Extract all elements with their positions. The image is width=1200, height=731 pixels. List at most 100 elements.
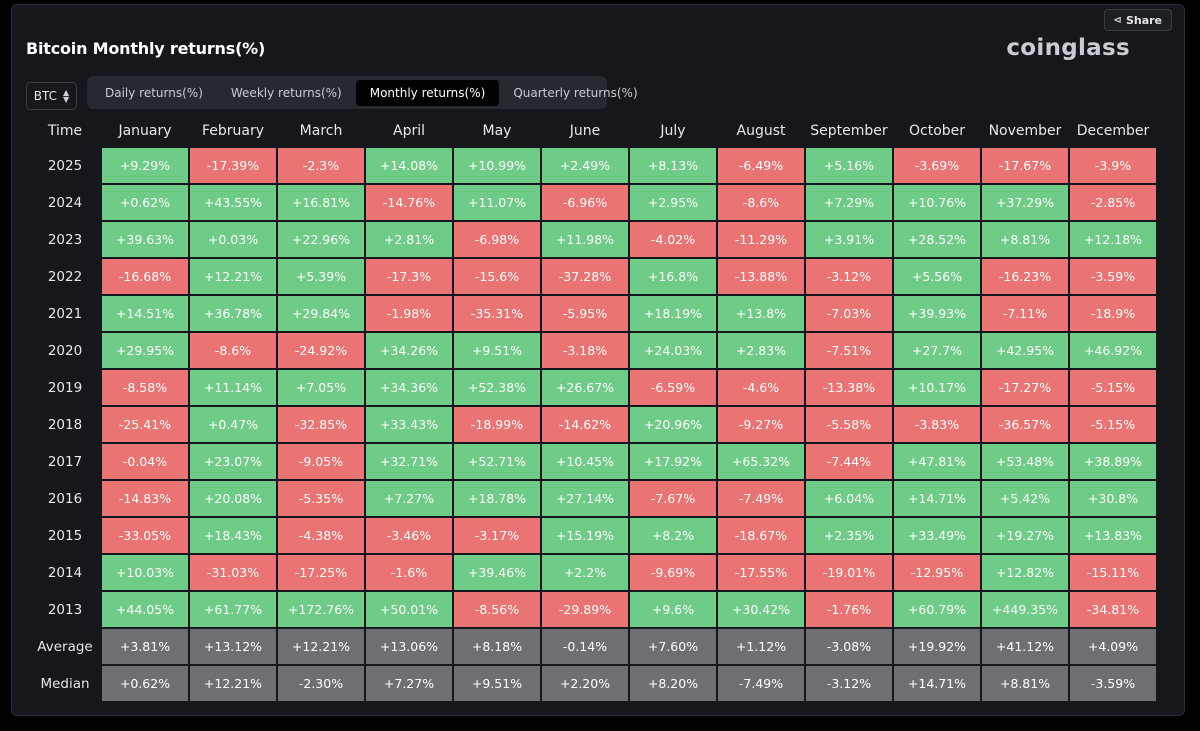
- return-cell: -3.08%: [806, 629, 892, 664]
- return-cell: +2.35%: [806, 518, 892, 553]
- column-header-august: August: [736, 123, 786, 139]
- return-cell: +4.09%: [1070, 629, 1156, 664]
- return-cell: -3.12%: [806, 259, 892, 294]
- tab-quarterly-returns[interactable]: Quarterly returns(%): [513, 85, 638, 100]
- return-cell: +61.77%: [190, 592, 276, 627]
- year-row-2017: 2017 -0.04% +23.07% -9.05% +32.71% +52.71% +10…: [30, 444, 1156, 479]
- return-cell: +37.29%: [982, 185, 1068, 220]
- column-header-april: April: [393, 123, 425, 139]
- symbol-select[interactable]: BTC ▲ ▼: [26, 82, 77, 110]
- return-cell: +18.19%: [630, 296, 716, 331]
- return-cell: +11.14%: [190, 370, 276, 405]
- return-cell: -7.49%: [718, 666, 804, 701]
- return-cell: +7.27%: [366, 666, 452, 701]
- return-cell: -15.6%: [454, 259, 540, 294]
- return-cell: +30.42%: [718, 592, 804, 627]
- return-cell: +2.83%: [718, 333, 804, 368]
- tab-monthly-returns[interactable]: Monthly returns(%): [355, 79, 500, 106]
- return-cell: +5.39%: [278, 259, 364, 294]
- share-icon: ⊲: [1113, 14, 1122, 26]
- return-cell: +28.52%: [894, 222, 980, 257]
- return-cell: +11.98%: [542, 222, 628, 257]
- return-cell: -6.49%: [718, 148, 804, 183]
- row-label: 2024: [47, 194, 83, 211]
- return-cell: -33.05%: [102, 518, 188, 553]
- column-header-may: May: [482, 123, 512, 139]
- updown-chevron-icon: ▲ ▼: [63, 88, 70, 104]
- return-cell: -3.18%: [542, 333, 628, 368]
- return-cell: +7.05%: [278, 370, 364, 405]
- return-cell: -35.31%: [454, 296, 540, 331]
- return-cell: -7.03%: [806, 296, 892, 331]
- return-cell: -5.95%: [542, 296, 628, 331]
- column-header-october: October: [908, 123, 966, 139]
- return-cell: +449.35%: [982, 592, 1068, 627]
- return-cell: +32.71%: [366, 444, 452, 479]
- column-header-time: Time: [47, 123, 83, 139]
- row-label: 2023: [47, 231, 83, 248]
- return-cell: -11.29%: [718, 222, 804, 257]
- return-cell: +5.56%: [894, 259, 980, 294]
- return-cell: -19.01%: [806, 555, 892, 590]
- column-header-january: January: [118, 123, 172, 139]
- return-cell: +5.42%: [982, 481, 1068, 516]
- tab-daily-returns[interactable]: Daily returns(%): [105, 85, 203, 100]
- return-cell: -3.59%: [1070, 666, 1156, 701]
- return-cell: -14.76%: [366, 185, 452, 220]
- return-cell: -0.04%: [102, 444, 188, 479]
- row-label: 2016: [47, 490, 83, 507]
- column-header-december: December: [1076, 123, 1150, 139]
- symbol-value: BTC: [33, 89, 58, 103]
- return-cell: +26.67%: [542, 370, 628, 405]
- return-cell: -25.41%: [102, 407, 188, 442]
- return-cell: -3.83%: [894, 407, 980, 442]
- return-cell: -17.39%: [190, 148, 276, 183]
- return-cell: +46.92%: [1070, 333, 1156, 368]
- summary-row-median: Median +0.62% +12.21% -2.30% +7.27% +9.51% +2.…: [30, 666, 1156, 701]
- return-cell: -5.15%: [1070, 370, 1156, 405]
- return-cell: -13.88%: [718, 259, 804, 294]
- return-cell: +9.6%: [630, 592, 716, 627]
- coinglass-logo: coinglass: [1006, 35, 1130, 61]
- return-cell: -3.17%: [454, 518, 540, 553]
- return-cell: -4.02%: [630, 222, 716, 257]
- return-cell: +172.76%: [278, 592, 364, 627]
- return-cell: -7.49%: [718, 481, 804, 516]
- tab-weekly-returns[interactable]: Weekly returns(%): [230, 85, 342, 100]
- return-cell: -14.83%: [102, 481, 188, 516]
- return-cell: +18.78%: [454, 481, 540, 516]
- row-label: 2020: [47, 342, 83, 359]
- return-cell: -18.67%: [718, 518, 804, 553]
- return-cell: -9.69%: [630, 555, 716, 590]
- return-cell: -2.85%: [1070, 185, 1156, 220]
- column-header-march: March: [299, 123, 343, 139]
- return-cell: -16.23%: [982, 259, 1068, 294]
- year-row-2025: 2025 +9.29% -17.39% -2.3% +14.08% +10.99% +2.4…: [30, 148, 1156, 183]
- return-cell: +16.81%: [278, 185, 364, 220]
- year-row-2015: 2015 -33.05% +18.43% -4.38% -3.46% -3.17% +15.…: [30, 518, 1156, 553]
- return-cell: +1.12%: [718, 629, 804, 664]
- return-cell: +11.07%: [454, 185, 540, 220]
- share-button[interactable]: ⊲ Share: [1103, 9, 1172, 31]
- return-cell: -1.76%: [806, 592, 892, 627]
- return-cell: -7.67%: [630, 481, 716, 516]
- returns-panel: ⊲ Share Bitcoin Monthly returns(%) coing…: [11, 4, 1185, 716]
- return-cell: +53.48%: [982, 444, 1068, 479]
- return-cell: +34.36%: [366, 370, 452, 405]
- return-cell: -18.99%: [454, 407, 540, 442]
- return-cell: +27.14%: [542, 481, 628, 516]
- return-cell: -1.6%: [366, 555, 452, 590]
- return-cell: +13.06%: [366, 629, 452, 664]
- return-cell: +14.08%: [366, 148, 452, 183]
- year-row-2013: 2013 +44.05% +61.77% +172.76% +50.01% -8.56% -…: [30, 592, 1156, 627]
- return-cell: +52.38%: [454, 370, 540, 405]
- return-cell: -3.9%: [1070, 148, 1156, 183]
- return-cell: +8.13%: [630, 148, 716, 183]
- return-cell: +16.8%: [630, 259, 716, 294]
- return-cell: +41.12%: [982, 629, 1068, 664]
- return-cell: +7.29%: [806, 185, 892, 220]
- return-cell: +13.8%: [718, 296, 804, 331]
- return-cell: +43.55%: [190, 185, 276, 220]
- return-cell: -4.38%: [278, 518, 364, 553]
- return-cell: -16.68%: [102, 259, 188, 294]
